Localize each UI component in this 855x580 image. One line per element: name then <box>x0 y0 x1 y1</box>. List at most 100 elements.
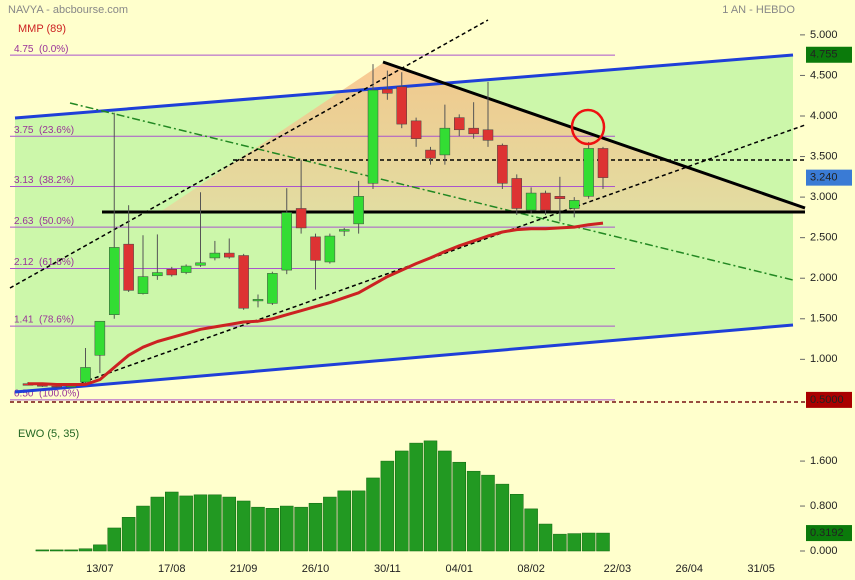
candle-body <box>180 265 192 273</box>
y-tick-label: 3.000 <box>810 191 838 203</box>
bar <box>581 532 596 552</box>
candle-body <box>166 269 177 276</box>
y-tick-label: 4.500 <box>810 69 838 81</box>
candle-body <box>94 320 106 356</box>
fib-level-label: 2.12 (61.8%) <box>14 257 74 268</box>
chart-title: NAVYA - abcbourse.com <box>8 4 128 16</box>
y-tick-label: 2.500 <box>810 232 838 244</box>
bar <box>351 490 366 552</box>
bar <box>179 495 193 552</box>
x-tick-label: 04/01 <box>445 563 473 575</box>
dash-dot-line <box>69 102 794 281</box>
bar <box>165 491 179 552</box>
line-series <box>28 221 604 386</box>
fib-level-label: 3.13 (38.2%) <box>14 175 74 186</box>
x-tick-label: 22/03 <box>604 563 632 575</box>
x-tick-label: 13/07 <box>86 563 114 575</box>
candle-body <box>511 178 522 209</box>
y-tick-label: 0.800 <box>810 500 838 512</box>
candle-body <box>195 262 206 266</box>
fib-level-label: 0.50 (100.0%) <box>14 389 80 400</box>
candle-body <box>525 192 537 211</box>
candle-body <box>310 236 321 261</box>
bar <box>121 517 136 552</box>
bar <box>280 505 294 552</box>
y-tick-label: 5.000 <box>810 29 838 41</box>
candle-body <box>224 252 235 258</box>
panel-title: EWO (5, 35) <box>18 428 79 440</box>
candle-body <box>295 208 307 229</box>
candle-body <box>109 247 120 315</box>
candle-body <box>209 252 221 259</box>
candle-body <box>324 235 336 263</box>
bar <box>395 450 409 552</box>
channel-bottom <box>14 323 794 394</box>
price-marker-label: 0.5000 <box>810 394 844 406</box>
price-marker-label: 0.3192 <box>810 527 844 539</box>
bar <box>466 470 481 552</box>
candle-body <box>468 127 479 135</box>
candle-body <box>281 212 292 271</box>
y-tick-label: 4.000 <box>810 110 838 122</box>
candle-body <box>252 299 264 302</box>
candle-body <box>80 367 91 383</box>
bar <box>423 440 438 552</box>
candle-body <box>497 144 508 184</box>
trend-lines <box>9 19 806 403</box>
candle-body <box>339 229 350 232</box>
bar <box>524 508 538 552</box>
triangle-fill <box>160 63 805 212</box>
bar <box>308 502 323 552</box>
bar <box>495 483 510 552</box>
candle-body <box>439 127 451 156</box>
fib-level-label: 4.75 (0.0%) <box>14 44 68 55</box>
price-marker <box>806 391 852 408</box>
candle-body <box>65 385 77 388</box>
y-tick-label: 1.500 <box>810 313 838 325</box>
bar <box>366 477 380 552</box>
bar <box>438 450 452 552</box>
bar <box>50 549 64 552</box>
bar <box>294 506 308 552</box>
fib-level-label: 1.41 (78.6%) <box>14 315 74 326</box>
candle-body <box>396 86 407 125</box>
bar <box>208 494 222 552</box>
price-marker <box>806 46 852 63</box>
bar <box>596 532 610 552</box>
candle-body <box>353 196 364 225</box>
marks: 5.000 4.500 4.000 3.500 3.000 2.500 2.000 1.500… <box>22 29 852 575</box>
x-tick-label: 30/11 <box>374 563 401 575</box>
bar <box>452 461 466 552</box>
bar <box>236 500 251 552</box>
bar <box>193 494 208 552</box>
legend-entry: MMP (89) <box>18 23 66 35</box>
bar <box>64 549 78 552</box>
candle-body <box>137 276 149 294</box>
bar <box>93 544 107 552</box>
highlight-circle <box>570 108 606 146</box>
x-tick-label: 26/10 <box>302 563 330 575</box>
candle-body <box>123 243 134 291</box>
price-marker-label: 3.240 <box>810 172 838 184</box>
candle-body <box>569 200 580 209</box>
y-tick-label: 1.600 <box>810 455 838 467</box>
x-tick-label: 21/09 <box>230 563 258 575</box>
x-tick-label: 26/04 <box>675 563 703 575</box>
bar <box>553 533 567 552</box>
bar <box>35 549 50 552</box>
candle-body <box>410 120 422 139</box>
candle-body <box>367 89 379 184</box>
fib-level-label: 3.75 (23.6%) <box>14 125 74 136</box>
y-tick-label: 1.000 <box>810 353 838 365</box>
bar <box>323 496 337 552</box>
y-tick-label: 3.500 <box>810 150 838 162</box>
bar <box>481 474 495 552</box>
candle-body <box>597 148 609 178</box>
bar <box>337 490 351 552</box>
y-tick-label: 0.000 <box>810 545 838 557</box>
candle-body <box>382 88 393 94</box>
x-tick-label: 08/02 <box>517 563 545 575</box>
bar <box>510 493 524 552</box>
x-tick-label: 31/05 <box>747 563 775 575</box>
